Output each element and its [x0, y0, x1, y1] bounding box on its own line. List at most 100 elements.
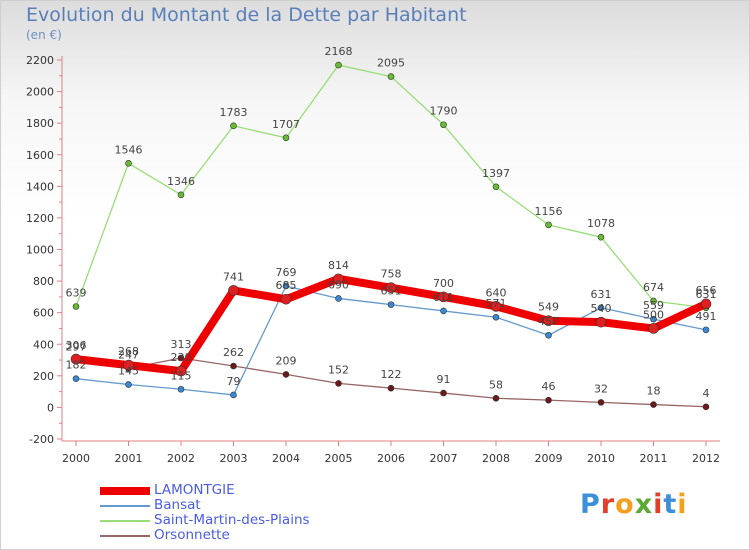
data-point — [125, 159, 132, 167]
data-point — [597, 233, 605, 241]
x-tick-label: 2007 — [430, 452, 458, 465]
data-point — [230, 362, 237, 370]
data-label: 1790 — [430, 105, 458, 118]
data-label: 79 — [227, 375, 241, 388]
data-point — [438, 291, 449, 303]
data-label: 1546 — [115, 143, 143, 156]
data-label: 758 — [381, 268, 402, 281]
data-point — [123, 359, 134, 371]
data-point — [70, 353, 82, 365]
y-tick-label: 200 — [33, 370, 54, 383]
data-point — [387, 384, 395, 392]
x-tick-label: 2006 — [377, 452, 405, 465]
data-label: 640 — [486, 286, 507, 299]
data-label: 152 — [328, 363, 349, 376]
data-point — [597, 304, 605, 312]
y-tick-label: 400 — [33, 338, 54, 351]
data-label: 4 — [703, 387, 710, 400]
line-chart: -200 0 200 400 600 800 1000 1200 1400 1600 1800 200… — [26, 45, 720, 465]
data-label: 814 — [328, 259, 349, 272]
data-point — [702, 403, 710, 411]
data-point — [335, 61, 342, 69]
data-point — [335, 380, 342, 387]
y-tick-label: 600 — [33, 307, 54, 320]
data-point — [595, 316, 607, 328]
data-point — [597, 399, 605, 406]
legend-item: Bansat — [100, 497, 360, 514]
data-label: 1346 — [167, 175, 195, 188]
data-point — [545, 221, 552, 229]
data-label: 571 — [486, 297, 507, 310]
y-tick-label: 1000 — [26, 244, 54, 257]
data-point — [333, 273, 344, 285]
data-point — [385, 282, 397, 294]
logo-letter: r — [600, 489, 616, 520]
data-label: 540 — [591, 302, 612, 315]
logo-letter: P — [580, 489, 601, 520]
data-point — [650, 297, 657, 305]
logo-letter: i — [677, 489, 688, 520]
y-tick-label: 1400 — [26, 180, 54, 193]
logo-letter: o — [615, 489, 635, 520]
data-point — [700, 298, 712, 310]
data-label: 631 — [696, 288, 717, 301]
data-label: 115 — [171, 369, 192, 382]
data-label: 500 — [643, 308, 664, 321]
data-point — [282, 134, 290, 142]
data-label: 559 — [643, 299, 664, 312]
legend-item: LAMONTGIE — [100, 482, 360, 499]
legend-label: Saint-Martin-des-Plains — [154, 512, 310, 528]
data-point — [282, 371, 290, 378]
legend-label: LAMONTGIE — [154, 482, 235, 498]
data-label: 741 — [223, 270, 244, 283]
data-label: 230 — [171, 351, 192, 364]
x-tick-label: 2011 — [640, 452, 668, 465]
data-label: 1707 — [272, 118, 300, 131]
data-point — [490, 301, 502, 312]
data-point — [282, 282, 290, 290]
data-point — [440, 389, 447, 397]
data-point — [545, 396, 552, 404]
data-label: 457 — [538, 315, 559, 328]
data-point — [387, 73, 395, 80]
data-label: 297 — [66, 341, 87, 354]
x-tick-label: 2005 — [325, 452, 353, 465]
data-label: 1783 — [220, 106, 248, 119]
data-point — [177, 191, 185, 199]
data-label: 46 — [542, 380, 556, 393]
x-tick-label: 2012 — [692, 452, 720, 465]
data-point — [545, 331, 552, 339]
data-point — [702, 326, 710, 334]
data-label: 674 — [643, 281, 664, 294]
data-label: 145 — [118, 365, 139, 378]
y-tick-label: 1800 — [26, 117, 54, 130]
x-tick-label: 2001 — [115, 452, 143, 465]
data-label: 611 — [433, 291, 454, 304]
legend-swatch — [100, 487, 150, 495]
legend: LAMONTGIE Bansat Saint-Martin-des-Plains Or… — [100, 482, 360, 544]
data-label: 631 — [591, 288, 612, 301]
data-label: 2095 — [377, 57, 405, 70]
data-label: 268 — [118, 345, 139, 358]
chart-title: Evolution du Montant de la Dette par Hab… — [26, 4, 467, 26]
data-label: 2168 — [325, 45, 353, 58]
legend-label: Orsonnette — [154, 527, 230, 543]
data-label: 1397 — [482, 167, 510, 180]
legend-swatch — [100, 505, 150, 507]
data-label: 247 — [118, 348, 139, 361]
data-point — [230, 391, 237, 399]
data-point — [177, 385, 185, 393]
y-tick-label: 0 — [47, 401, 54, 414]
y-tick-label: 1600 — [26, 149, 54, 162]
data-point — [492, 313, 500, 321]
x-tick-label: 2002 — [167, 452, 195, 465]
legend-swatch — [100, 520, 150, 522]
data-point — [543, 315, 554, 327]
x-tick-label: 2009 — [535, 452, 563, 465]
data-label: 549 — [538, 301, 559, 314]
y-tick-label: 2200 — [26, 54, 54, 67]
data-point — [72, 375, 80, 382]
y-tick-label: 2000 — [26, 86, 54, 99]
data-point — [387, 301, 395, 308]
